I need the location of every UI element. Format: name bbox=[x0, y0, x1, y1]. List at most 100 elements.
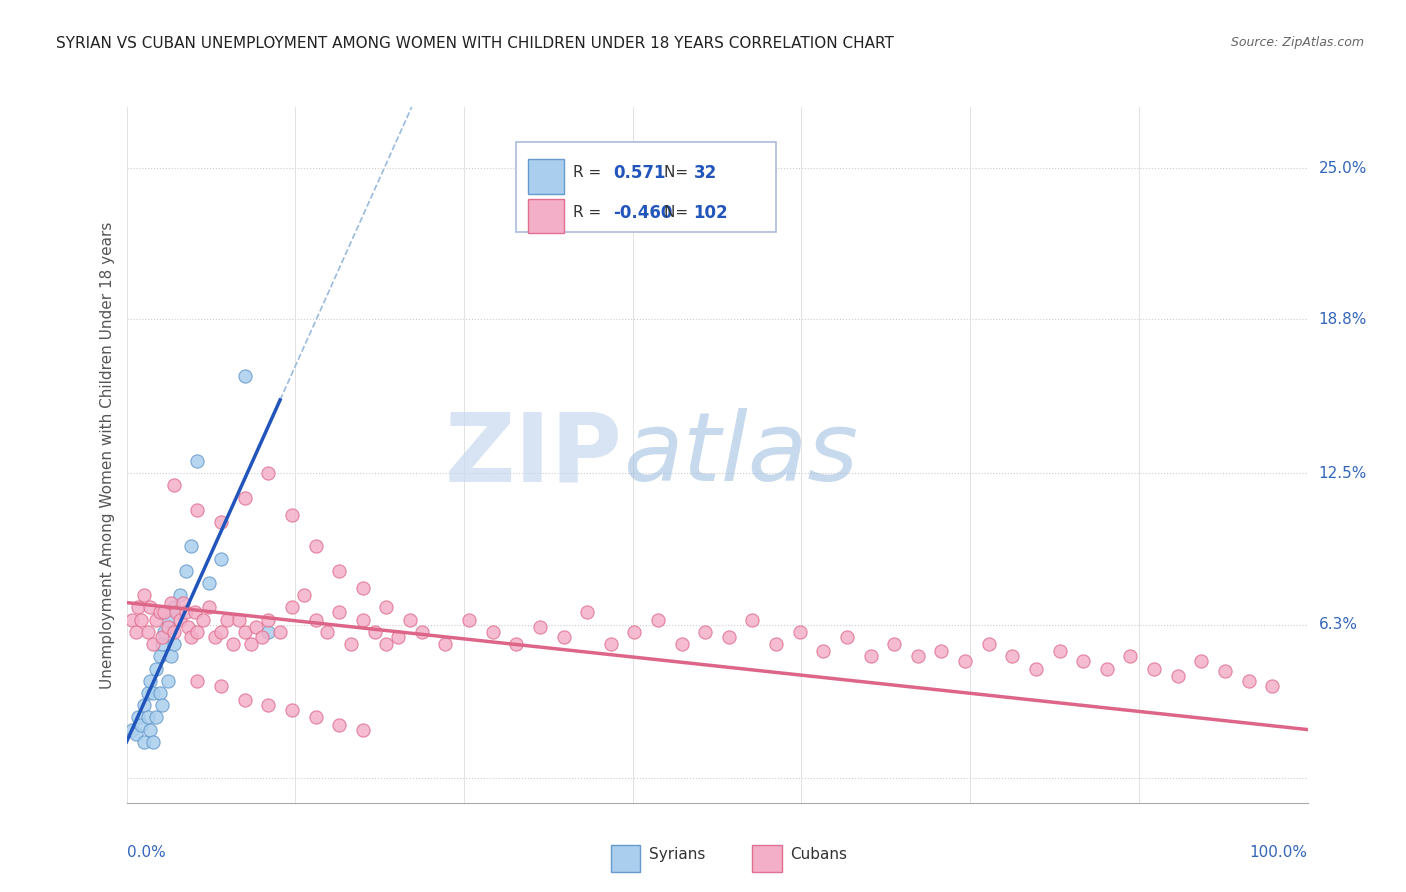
Point bbox=[209, 515, 232, 529]
Text: 12.5%: 12.5% bbox=[1319, 466, 1367, 481]
Point bbox=[150, 637, 173, 651]
Point bbox=[328, 564, 350, 578]
Point bbox=[125, 624, 148, 639]
Point bbox=[186, 673, 208, 688]
FancyBboxPatch shape bbox=[516, 142, 776, 232]
Text: Cubans: Cubans bbox=[790, 847, 848, 863]
Point bbox=[1213, 664, 1236, 678]
Point bbox=[883, 637, 905, 651]
Point bbox=[352, 581, 374, 595]
Point bbox=[1095, 661, 1118, 675]
Point bbox=[458, 613, 481, 627]
Point bbox=[172, 596, 194, 610]
Point bbox=[717, 630, 740, 644]
Point bbox=[304, 710, 326, 724]
Point bbox=[136, 710, 159, 724]
Point bbox=[292, 588, 315, 602]
Point bbox=[145, 710, 167, 724]
Point bbox=[129, 613, 152, 627]
Point bbox=[121, 723, 143, 737]
Point bbox=[257, 467, 280, 481]
Text: 0.0%: 0.0% bbox=[127, 845, 166, 860]
Point bbox=[931, 644, 953, 658]
Text: 32: 32 bbox=[693, 164, 717, 182]
Point bbox=[1025, 661, 1047, 675]
Point bbox=[741, 613, 763, 627]
Text: R =: R = bbox=[574, 205, 606, 220]
Point bbox=[233, 693, 256, 707]
Point bbox=[859, 649, 882, 664]
Point bbox=[328, 717, 350, 731]
Point bbox=[156, 673, 179, 688]
Text: 100.0%: 100.0% bbox=[1250, 845, 1308, 860]
Point bbox=[121, 613, 143, 627]
Point bbox=[129, 717, 152, 731]
Point bbox=[505, 637, 527, 651]
Point bbox=[553, 630, 575, 644]
Point bbox=[198, 576, 221, 591]
Point bbox=[1237, 673, 1260, 688]
Point bbox=[145, 613, 167, 627]
Point bbox=[1119, 649, 1142, 664]
Point bbox=[789, 624, 811, 639]
Point bbox=[177, 620, 200, 634]
Point bbox=[209, 551, 232, 566]
Point bbox=[222, 637, 245, 651]
Text: 25.0%: 25.0% bbox=[1319, 161, 1367, 176]
Text: Syrians: Syrians bbox=[648, 847, 704, 863]
Point bbox=[186, 624, 208, 639]
Point bbox=[150, 630, 173, 644]
Point bbox=[165, 606, 187, 620]
Point bbox=[953, 654, 976, 668]
Point bbox=[529, 620, 551, 634]
Point bbox=[375, 637, 398, 651]
Point bbox=[281, 508, 304, 522]
Point bbox=[149, 649, 172, 664]
Point bbox=[352, 613, 374, 627]
Point bbox=[149, 686, 172, 700]
Point bbox=[209, 679, 232, 693]
Point bbox=[141, 735, 163, 749]
Point bbox=[1001, 649, 1024, 664]
Point bbox=[257, 613, 280, 627]
Point bbox=[281, 703, 304, 717]
Point bbox=[481, 624, 503, 639]
Point bbox=[907, 649, 929, 664]
Text: Source: ZipAtlas.com: Source: ZipAtlas.com bbox=[1230, 36, 1364, 49]
Point bbox=[1143, 661, 1166, 675]
Point bbox=[153, 606, 176, 620]
Point bbox=[228, 613, 250, 627]
Point bbox=[163, 478, 186, 492]
Point bbox=[434, 637, 457, 651]
Point bbox=[150, 698, 173, 713]
Point bbox=[1261, 679, 1284, 693]
Point bbox=[141, 637, 163, 651]
Point bbox=[125, 727, 148, 741]
Point bbox=[233, 491, 256, 505]
Point bbox=[139, 673, 162, 688]
Point bbox=[252, 630, 274, 644]
Point bbox=[149, 606, 172, 620]
Point bbox=[186, 454, 208, 468]
Point bbox=[576, 606, 599, 620]
Point bbox=[695, 624, 717, 639]
Point bbox=[245, 620, 267, 634]
Text: R =: R = bbox=[574, 165, 606, 180]
Point bbox=[233, 624, 256, 639]
Point bbox=[174, 606, 197, 620]
Point bbox=[193, 613, 215, 627]
Point bbox=[136, 686, 159, 700]
Point bbox=[198, 600, 221, 615]
Point bbox=[977, 637, 1000, 651]
Point bbox=[156, 620, 179, 634]
Point bbox=[174, 564, 197, 578]
FancyBboxPatch shape bbox=[529, 199, 564, 234]
Point bbox=[169, 613, 191, 627]
Point bbox=[127, 710, 149, 724]
Point bbox=[835, 630, 858, 644]
Text: N=: N= bbox=[664, 205, 693, 220]
Point bbox=[316, 624, 339, 639]
Point bbox=[411, 624, 433, 639]
Point bbox=[399, 613, 422, 627]
Point bbox=[136, 624, 159, 639]
